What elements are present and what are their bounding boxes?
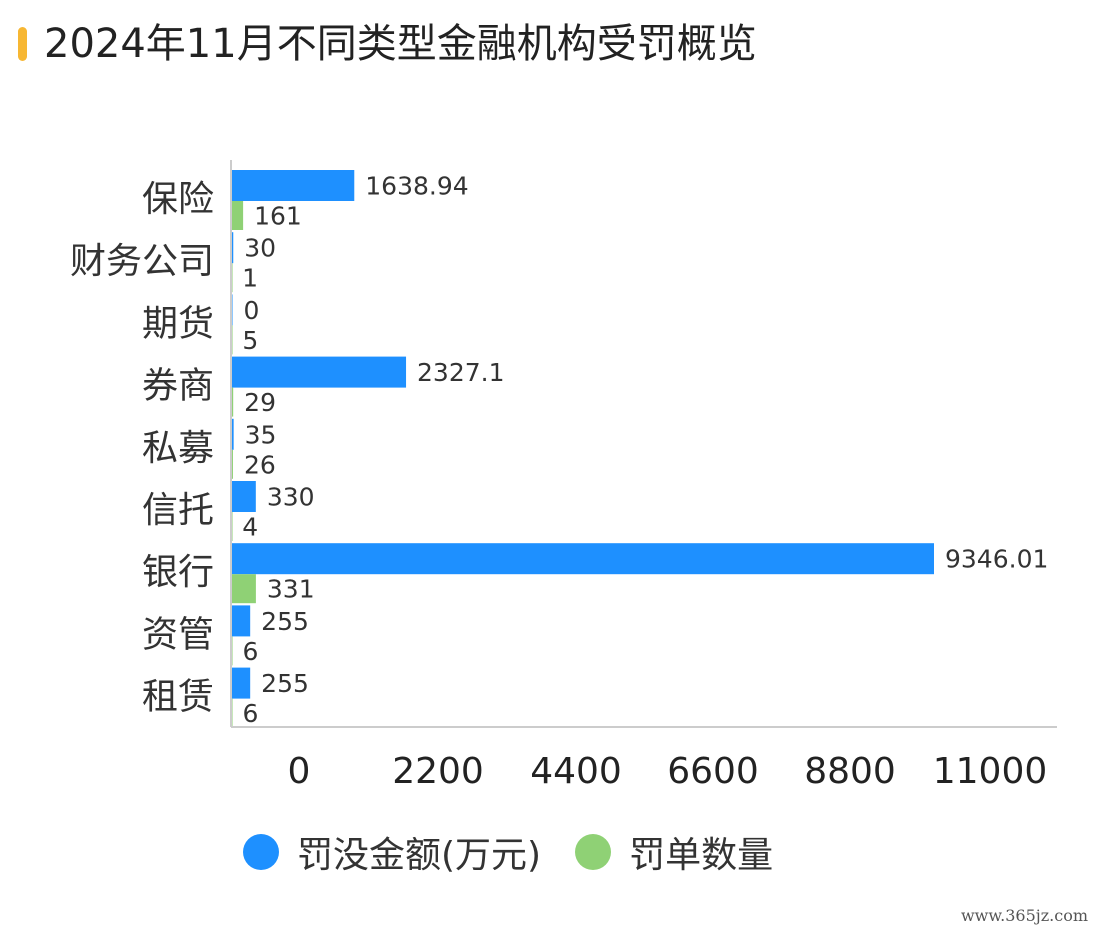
legend: 罚没金额(万元) 罚单数量 xyxy=(243,828,773,876)
data-label-amount: 1638.94 xyxy=(365,172,468,201)
x-tick-label: 0 xyxy=(288,751,311,792)
axes-group xyxy=(230,160,1057,728)
data-label-count: 6 xyxy=(242,637,258,666)
legend-item-count[interactable]: 罚单数量 xyxy=(575,826,773,878)
category-label: 租赁 xyxy=(142,677,214,718)
bar-amount[interactable] xyxy=(231,170,355,201)
category-label: 财务公司 xyxy=(70,241,214,282)
category-label: 保险 xyxy=(142,179,214,220)
bar-amount[interactable] xyxy=(231,543,934,575)
data-label-count: 29 xyxy=(244,388,276,417)
legend-label-count: 罚单数量 xyxy=(629,835,774,876)
bar-amount[interactable] xyxy=(231,418,234,450)
legend-swatch-count xyxy=(575,834,612,870)
category-label: 期货 xyxy=(142,303,214,344)
bar-amount[interactable] xyxy=(231,481,256,512)
x-tick-label: 8800 xyxy=(804,751,896,792)
title-accent-bar xyxy=(18,27,27,61)
x-tick-label: 4400 xyxy=(530,751,622,792)
chart-title: 2024年11月不同类型金融机构受罚概览 xyxy=(44,21,757,67)
x-tick-label: 2200 xyxy=(392,751,484,792)
data-label-count: 6 xyxy=(242,699,258,728)
watermark: www.365jz.com xyxy=(960,906,1088,925)
legend-swatch-amount xyxy=(243,834,279,870)
x-tick-labels: 0 2200 4400 6600 8800 11000 xyxy=(288,751,1048,792)
bar-count[interactable] xyxy=(231,201,244,230)
data-label-amount: 35 xyxy=(245,420,277,449)
data-label-count: 331 xyxy=(267,575,315,604)
data-label-amount: 2327.1 xyxy=(417,358,504,387)
bar-count[interactable] xyxy=(231,387,234,417)
data-label-amount: 30 xyxy=(244,234,276,263)
bar-amount[interactable] xyxy=(231,232,234,264)
bar-count[interactable] xyxy=(231,574,256,604)
data-label-amount: 330 xyxy=(267,483,315,512)
data-label-count: 4 xyxy=(242,513,258,542)
legend-item-amount[interactable]: 罚没金额(万元) xyxy=(243,826,541,878)
data-label-amount: 255 xyxy=(261,669,309,698)
data-label-count: 26 xyxy=(244,450,276,479)
data-label-count: 1 xyxy=(242,264,258,293)
data-label-count: 5 xyxy=(242,326,258,355)
category-label: 私募 xyxy=(142,428,214,469)
category-label: 资管 xyxy=(142,614,214,655)
bar-amount[interactable] xyxy=(231,356,407,388)
bar-amount[interactable] xyxy=(231,667,251,699)
x-tick-label: 11000 xyxy=(933,751,1048,792)
x-tick-label: 6600 xyxy=(667,751,759,792)
category-label: 信托 xyxy=(142,490,214,531)
data-label-count: 161 xyxy=(254,202,302,231)
category-label: 银行 xyxy=(142,552,214,593)
data-label-amount: 255 xyxy=(261,607,309,636)
bar-amount[interactable] xyxy=(231,605,251,637)
bars-group xyxy=(231,170,934,728)
category-label: 券商 xyxy=(142,366,214,407)
data-label-amount: 0 xyxy=(244,296,260,325)
legend-label-amount: 罚没金额(万元) xyxy=(297,835,542,876)
data-label-amount: 9346.01 xyxy=(945,545,1048,574)
